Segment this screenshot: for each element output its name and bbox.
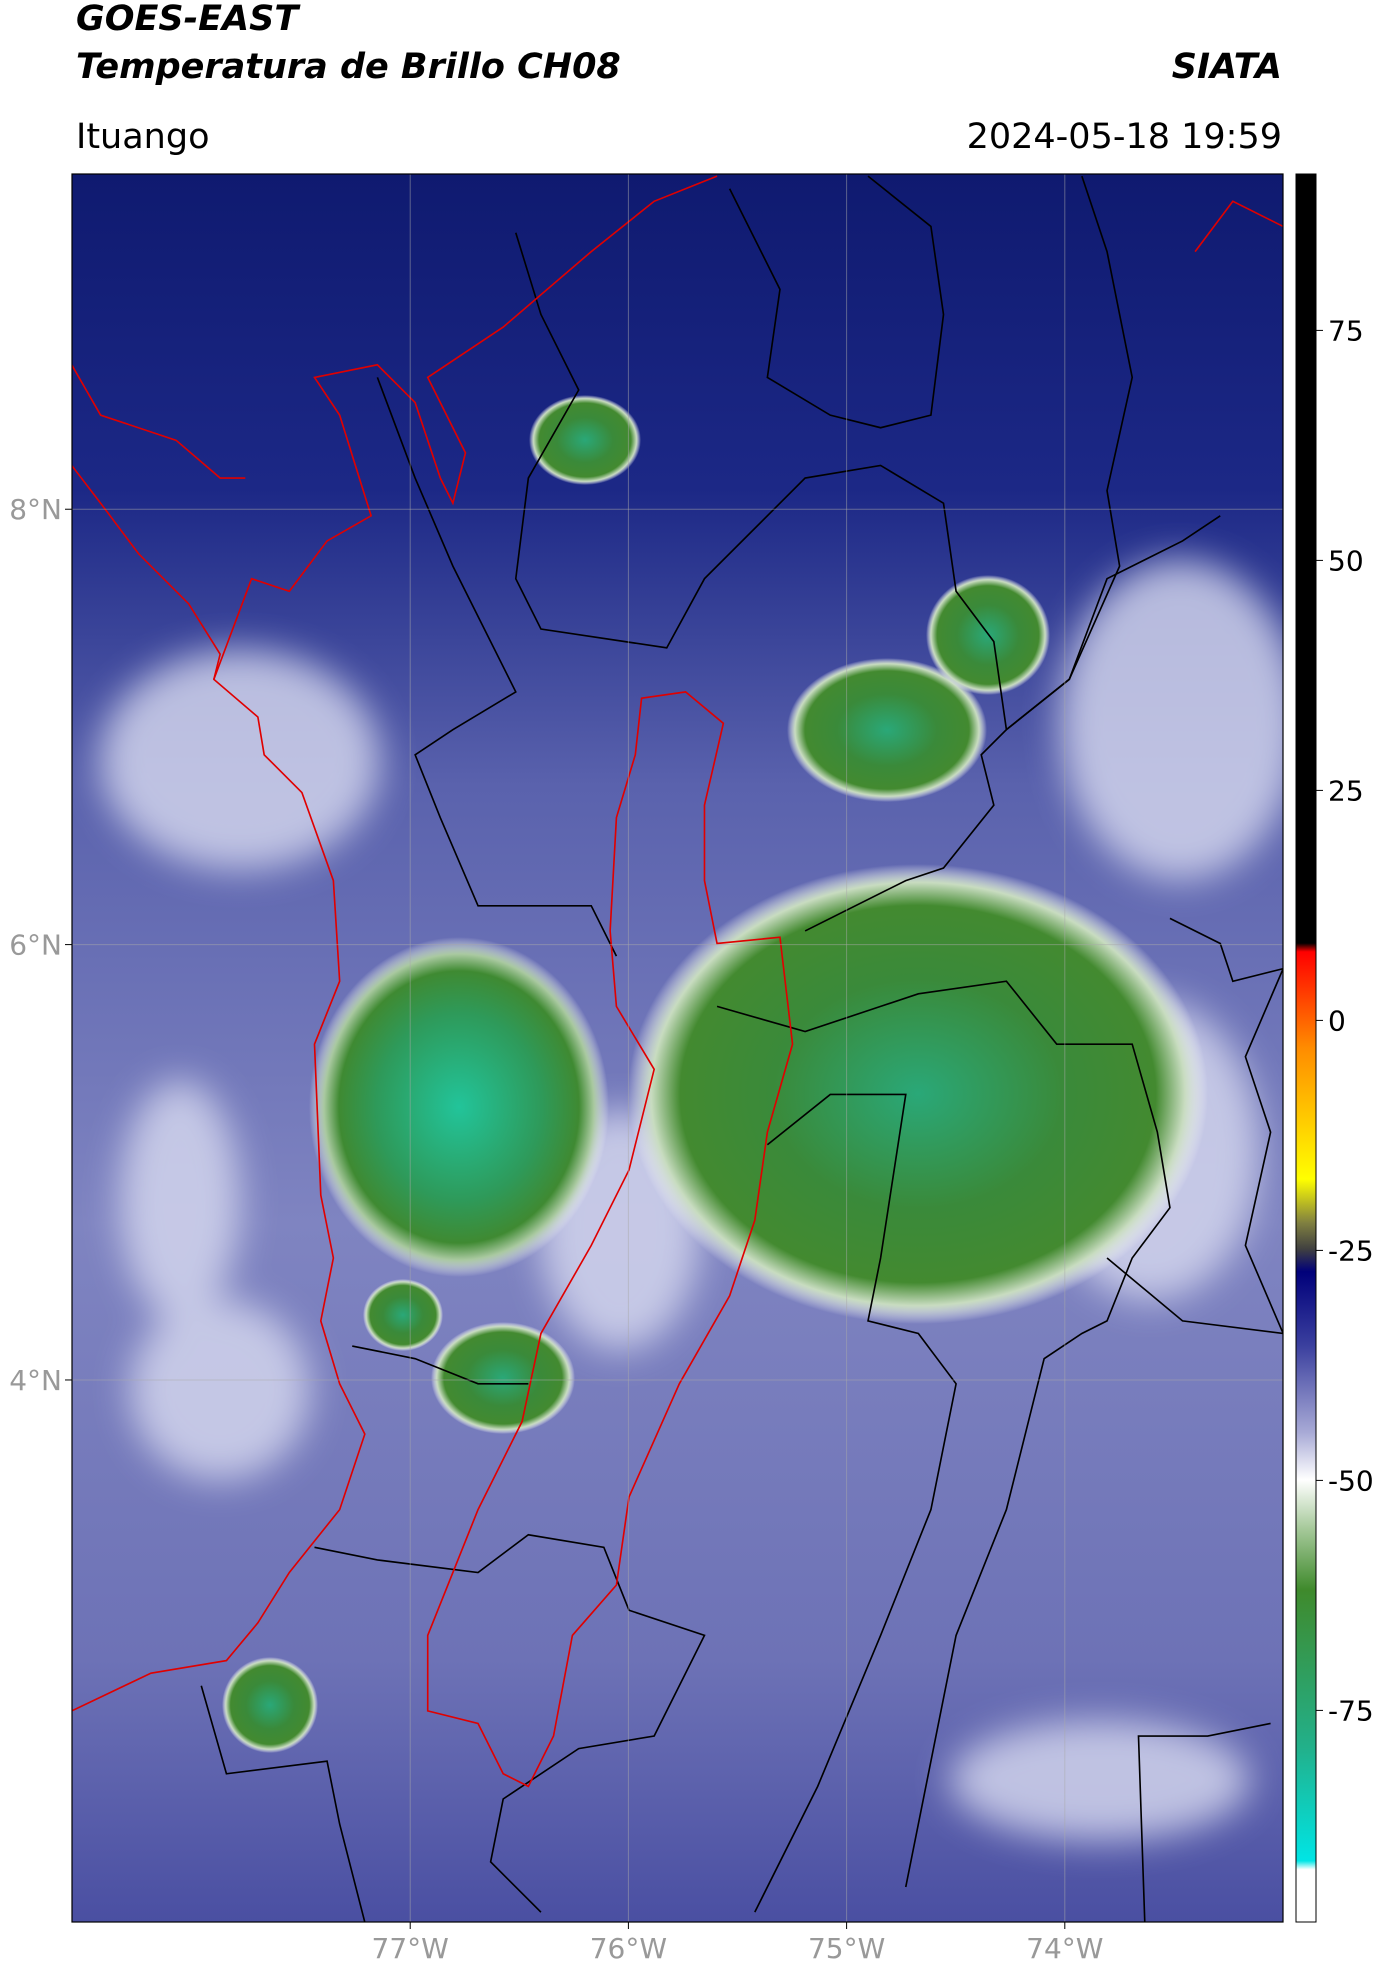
x-tick-label: 75°W: [808, 1932, 885, 1965]
convective-cells: [222, 395, 1208, 1753]
map-area: [72, 174, 1283, 1922]
y-tick-label: 8°N: [9, 493, 62, 526]
timestamp: 2024-05-18 19:59: [967, 117, 1282, 157]
x-tick-label: 77°W: [372, 1932, 449, 1965]
colorbar-tick-label: -75: [1328, 1694, 1374, 1727]
location: Ituango: [76, 117, 210, 157]
y-tick-label: 4°N: [9, 1364, 62, 1397]
colorbar-tick-label: 75: [1328, 314, 1364, 347]
grid: [72, 174, 1283, 1922]
borders: [72, 175, 1283, 1922]
subtitle: Temperatura de Brillo CH08: [76, 47, 621, 87]
x-tick-label: 76°W: [590, 1932, 667, 1965]
colorbar-tick-label: -25: [1328, 1234, 1374, 1267]
colorbar-tick-label: 25: [1328, 774, 1364, 807]
title: GOES-EAST: [76, 0, 301, 39]
colorbar-tick-label: 0: [1328, 1004, 1346, 1037]
colorbar: [1295, 173, 1317, 1923]
y-tick-label: 6°N: [9, 929, 62, 962]
map-frame: [71, 173, 1284, 1923]
colorbar-tick-label: -50: [1328, 1464, 1374, 1497]
x-tick-label: 74°W: [1026, 1932, 1103, 1965]
source: SIATA: [1172, 47, 1282, 87]
colorbar-tick-label: 50: [1328, 544, 1364, 577]
